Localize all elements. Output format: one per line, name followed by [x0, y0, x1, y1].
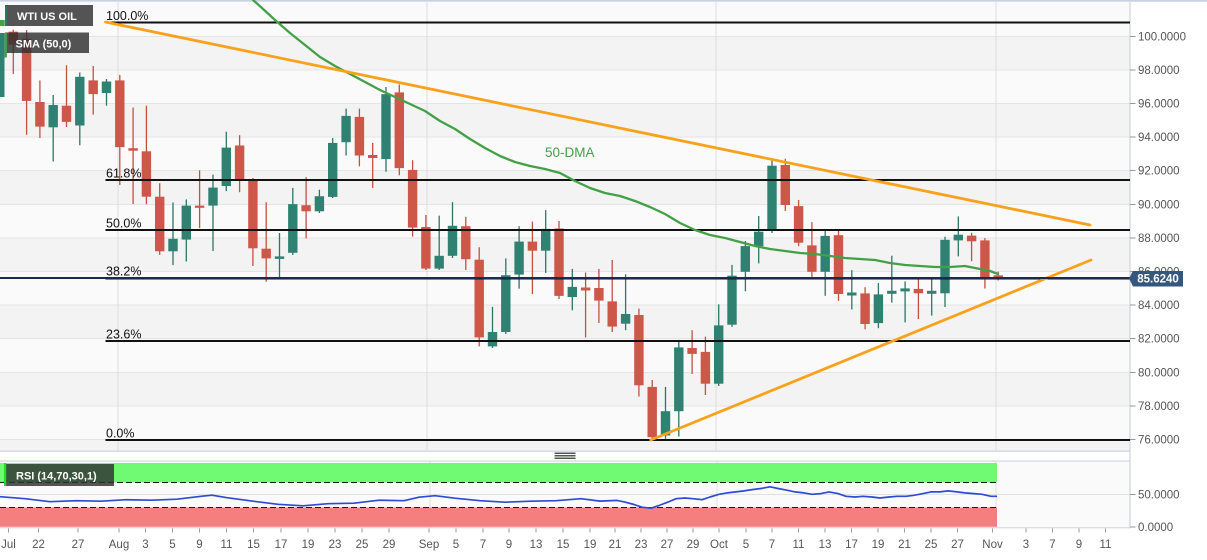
svg-text:5: 5 — [169, 539, 175, 551]
svg-text:50-DMA: 50-DMA — [545, 145, 595, 160]
svg-text:3: 3 — [142, 539, 148, 551]
svg-text:88.0000: 88.0000 — [1138, 233, 1180, 245]
svg-text:WTI US OIL: WTI US OIL — [17, 11, 77, 23]
svg-text:15: 15 — [557, 539, 570, 551]
svg-text:27: 27 — [72, 539, 85, 551]
svg-text:21: 21 — [898, 539, 911, 551]
svg-text:15: 15 — [247, 539, 260, 551]
svg-text:Sep: Sep — [419, 539, 439, 551]
svg-text:76.0000: 76.0000 — [1138, 435, 1180, 447]
svg-text:98.0000: 98.0000 — [1138, 65, 1180, 77]
svg-text:29: 29 — [687, 539, 700, 551]
svg-text:100.0000: 100.0000 — [1138, 31, 1186, 43]
svg-text:17: 17 — [275, 539, 288, 551]
svg-text:Oct: Oct — [710, 539, 729, 551]
svg-text:19: 19 — [584, 539, 597, 551]
svg-text:11: 11 — [793, 539, 805, 551]
svg-text:9: 9 — [506, 539, 512, 551]
svg-text:3: 3 — [1023, 539, 1029, 551]
svg-text:17: 17 — [845, 539, 858, 551]
svg-text:7: 7 — [1049, 539, 1055, 551]
svg-text:0.0%: 0.0% — [106, 427, 135, 441]
svg-text:23: 23 — [329, 539, 342, 551]
svg-text:7: 7 — [769, 539, 775, 551]
svg-text:11: 11 — [221, 539, 233, 551]
svg-text:38.2%: 38.2% — [106, 265, 141, 279]
svg-text:RSI (14,70,30,1): RSI (14,70,30,1) — [16, 471, 97, 483]
svg-text:100.0%: 100.0% — [106, 9, 148, 23]
svg-text:5: 5 — [453, 539, 459, 551]
svg-text:13: 13 — [819, 539, 832, 551]
svg-text:Aug: Aug — [109, 539, 129, 551]
svg-text:SMA (50,0): SMA (50,0) — [16, 39, 72, 51]
svg-text:21: 21 — [609, 539, 622, 551]
svg-text:27: 27 — [951, 539, 964, 551]
svg-text:0.0000: 0.0000 — [1138, 522, 1173, 534]
svg-text:25: 25 — [925, 539, 938, 551]
svg-text:13: 13 — [530, 539, 543, 551]
svg-text:22: 22 — [32, 539, 45, 551]
svg-text:92.0000: 92.0000 — [1138, 166, 1180, 178]
svg-text:9: 9 — [196, 539, 202, 551]
svg-text:96.0000: 96.0000 — [1138, 99, 1180, 111]
svg-text:82.0000: 82.0000 — [1138, 334, 1180, 346]
svg-text:23: 23 — [635, 539, 648, 551]
svg-text:19: 19 — [872, 539, 885, 551]
svg-text:61.8%: 61.8% — [106, 167, 141, 181]
svg-text:Jul: Jul — [1, 539, 16, 551]
svg-text:7: 7 — [480, 539, 486, 551]
svg-text:78.0000: 78.0000 — [1138, 401, 1180, 413]
svg-text:9: 9 — [1076, 539, 1082, 551]
svg-text:85.6240: 85.6240 — [1137, 274, 1179, 286]
svg-text:90.0000: 90.0000 — [1138, 199, 1180, 211]
svg-text:5: 5 — [743, 539, 749, 551]
svg-text:23.6%: 23.6% — [106, 328, 141, 342]
svg-text:50.0000: 50.0000 — [1138, 490, 1180, 502]
svg-text:94.0000: 94.0000 — [1138, 132, 1180, 144]
svg-text:29: 29 — [383, 539, 396, 551]
svg-text:11: 11 — [1100, 539, 1112, 551]
svg-text:Nov: Nov — [982, 539, 1003, 551]
svg-text:50.0%: 50.0% — [106, 217, 141, 231]
svg-text:84.0000: 84.0000 — [1138, 300, 1180, 312]
svg-text:25: 25 — [356, 539, 369, 551]
svg-text:19: 19 — [302, 539, 315, 551]
svg-text:80.0000: 80.0000 — [1138, 367, 1180, 379]
svg-text:27: 27 — [661, 539, 674, 551]
